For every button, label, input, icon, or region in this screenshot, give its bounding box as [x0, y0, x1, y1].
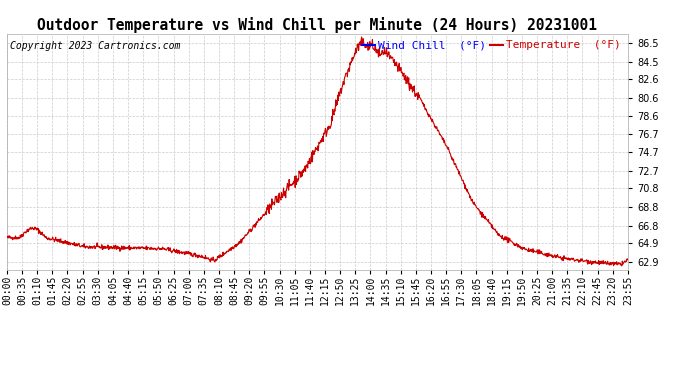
Legend: Wind Chill  (°F), Temperature  (°F): Wind Chill (°F), Temperature (°F) — [361, 39, 622, 51]
Title: Outdoor Temperature vs Wind Chill per Minute (24 Hours) 20231001: Outdoor Temperature vs Wind Chill per Mi… — [37, 16, 598, 33]
Text: Copyright 2023 Cartronics.com: Copyright 2023 Cartronics.com — [10, 41, 180, 51]
